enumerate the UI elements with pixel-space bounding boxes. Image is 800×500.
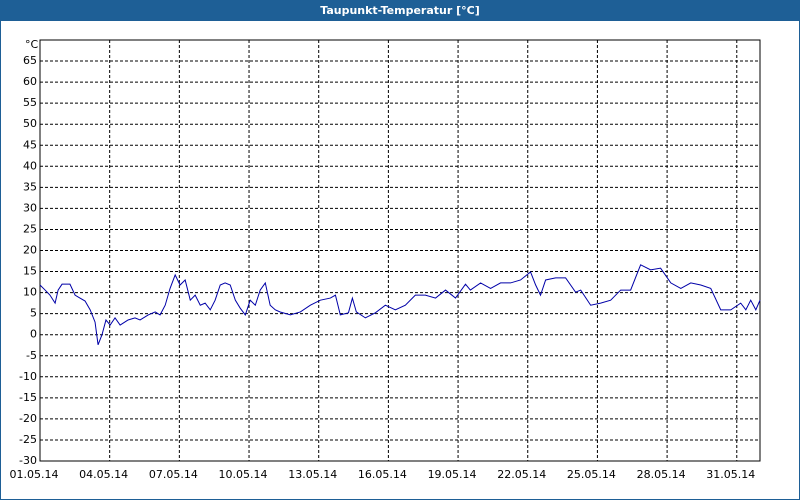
- x-tick-label: 19.05.14: [428, 468, 477, 481]
- y-tick-label: -15: [19, 391, 37, 404]
- series-line: [39, 264, 761, 345]
- x-tick-label: 01.05.14: [10, 468, 59, 481]
- x-tick-label: 13.05.14: [288, 468, 337, 481]
- y-tick-label: 65: [23, 54, 37, 67]
- y-tick-label: 5: [30, 307, 37, 320]
- y-tick-label: 15: [23, 265, 37, 278]
- y-tick-label: 40: [23, 159, 37, 172]
- y-tick-label: 55: [23, 96, 37, 109]
- y-tick-label: 60: [23, 75, 37, 88]
- y-tick-label: -30: [19, 454, 37, 467]
- y-tick-label: -20: [19, 412, 37, 425]
- x-tick-label: 10.05.14: [219, 468, 268, 481]
- x-tick-label: 28.05.14: [637, 468, 686, 481]
- plot-border: [39, 39, 761, 462]
- y-tick-label: -5: [26, 349, 37, 362]
- y-tick-label: 45: [23, 138, 37, 151]
- x-tick-label: 22.05.14: [497, 468, 546, 481]
- x-tick-label: 07.05.14: [149, 468, 198, 481]
- y-tick-label: 35: [23, 180, 37, 193]
- y-tick-label: 25: [23, 222, 37, 235]
- y-unit: °C: [25, 38, 39, 51]
- x-tick-label: 16.05.14: [358, 468, 407, 481]
- title-bar: [0, 0, 800, 21]
- x-tick-label: 31.05.14: [706, 468, 755, 481]
- chart-title: Taupunkt-Temperatur [°C]: [320, 4, 480, 17]
- y-tick-label: -10: [19, 370, 37, 383]
- y-tick-label: 50: [23, 117, 37, 130]
- grid: [39, 40, 760, 462]
- y-tick-label: -25: [19, 433, 37, 446]
- y-tick-label: 0: [30, 328, 37, 341]
- y-tick-label: 30: [23, 201, 37, 214]
- y-tick-label: 10: [23, 286, 37, 299]
- x-tick-label: 25.05.14: [567, 468, 616, 481]
- y-tick-label: 20: [23, 244, 37, 257]
- x-tick-label: 04.05.14: [79, 468, 128, 481]
